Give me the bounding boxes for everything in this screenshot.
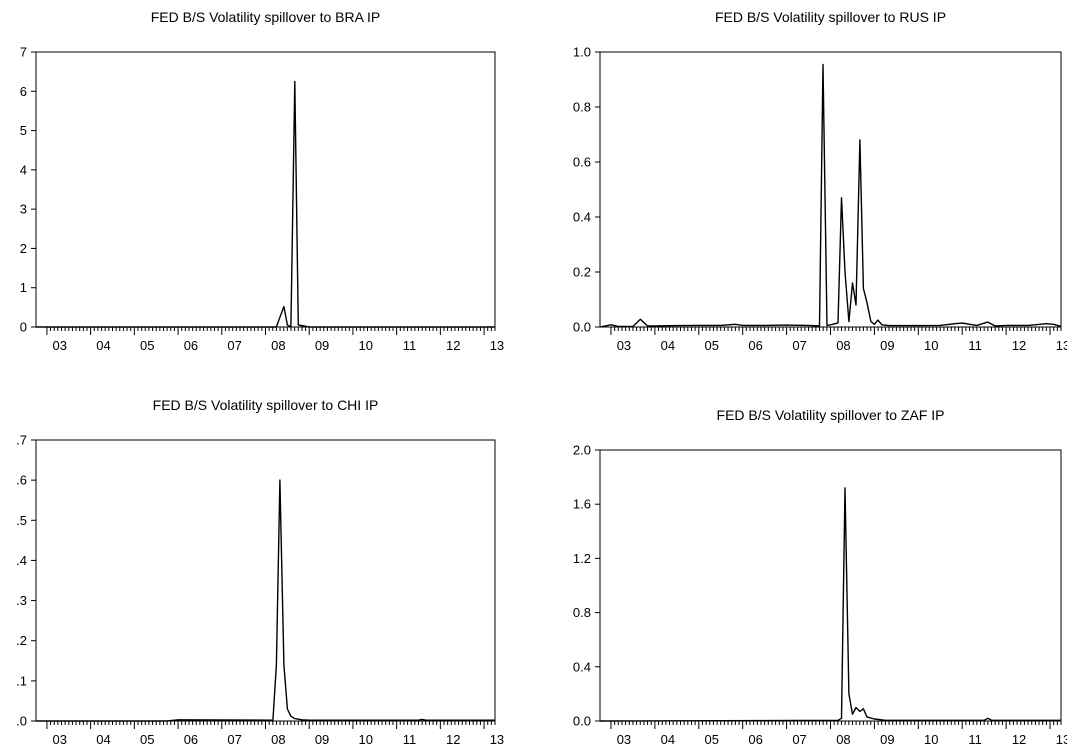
series-line xyxy=(36,479,495,722)
x-tick-label: 06 xyxy=(184,338,198,353)
chart-title: FED B/S Volatility spillover to CHI IP xyxy=(153,397,379,413)
series-line xyxy=(599,487,1061,722)
plot-frame xyxy=(35,439,496,722)
y-tick-label: 6 xyxy=(20,84,27,99)
y-tick-label: 0.6 xyxy=(573,155,591,170)
y-tick-label: .0 xyxy=(16,714,27,729)
x-tick-label: 11 xyxy=(403,338,417,353)
x-tick-label: 05 xyxy=(140,338,154,353)
y-tick-label: 1.0 xyxy=(573,45,591,60)
y-tick-label: 1.2 xyxy=(573,551,591,566)
y-tick-label: 0 xyxy=(20,320,27,335)
y-tick-label: 0.0 xyxy=(573,714,591,729)
x-tick-label: 11 xyxy=(968,338,982,353)
x-tick-label: 10 xyxy=(924,338,938,353)
plot-frame xyxy=(35,51,496,328)
x-tick-label: 12 xyxy=(446,338,460,353)
x-tick-label: 13 xyxy=(1056,732,1067,747)
x-tick-label: 08 xyxy=(271,338,285,353)
x-tick-label: 10 xyxy=(359,338,373,353)
x-tick-label: 07 xyxy=(227,338,241,353)
x-tick-label: 11 xyxy=(968,732,982,747)
x-tick-label: 06 xyxy=(748,338,762,353)
x-tick-label: 03 xyxy=(53,732,67,747)
y-tick-label: 2.0 xyxy=(573,443,591,458)
x-tick-label: 06 xyxy=(748,732,762,747)
y-tick-label: 5 xyxy=(20,123,27,138)
x-tick-label: 06 xyxy=(184,732,198,747)
y-tick-label: 1 xyxy=(20,280,27,295)
x-tick-label: 09 xyxy=(315,732,329,747)
chart-3: FED B/S Volatility spillover to CHI IP .0… xyxy=(16,397,504,747)
y-tick-label: .3 xyxy=(16,593,27,608)
x-tick-label: 10 xyxy=(924,732,938,747)
y-tick-label: 0.0 xyxy=(573,320,591,335)
y-tick-label: 1.6 xyxy=(573,497,591,512)
y-tick-label: .5 xyxy=(16,513,27,528)
chart-1: FED B/S Volatility spillover to BRA IP 0 1… xyxy=(20,9,504,353)
plot-frame xyxy=(599,449,1062,722)
x-tick-label: 08 xyxy=(836,338,850,353)
x-tick-label: 04 xyxy=(661,338,675,353)
x-tick-label: 12 xyxy=(1012,732,1026,747)
x-tick-label: 05 xyxy=(705,732,719,747)
chart-title: FED B/S Volatility spillover to BRA IP xyxy=(151,9,381,25)
y-tick-label: .6 xyxy=(16,473,27,488)
x-tick-label: 13 xyxy=(490,338,504,353)
series-line xyxy=(599,63,1062,328)
plot-frame xyxy=(599,51,1062,328)
x-tick-label: 03 xyxy=(617,338,631,353)
x-tick-label: 09 xyxy=(315,338,329,353)
y-tick-label: 0.4 xyxy=(573,659,591,674)
chart-title: FED B/S Volatility spillover to ZAF IP xyxy=(717,407,945,423)
y-tick-label: .7 xyxy=(16,433,27,448)
x-tick-label: 09 xyxy=(880,338,894,353)
x-tick-label: 10 xyxy=(359,732,373,747)
x-tick-label: 04 xyxy=(96,732,110,747)
y-tick-label: 0.8 xyxy=(573,605,591,620)
y-tick-label: 0.8 xyxy=(573,100,591,115)
x-tick-label: 13 xyxy=(490,732,504,747)
chart-2: FED B/S Volatility spillover to RUS IP 0.… xyxy=(573,9,1067,353)
y-tick-label: .2 xyxy=(16,633,27,648)
chart-4: FED B/S Volatility spillover to ZAF IP 0.… xyxy=(573,407,1067,747)
x-tick-label: 05 xyxy=(705,338,719,353)
x-tick-label: 08 xyxy=(271,732,285,747)
y-tick-label: 7 xyxy=(20,45,27,60)
y-tick-label: 3 xyxy=(20,202,27,217)
x-tick-label: 09 xyxy=(880,732,894,747)
y-tick-label: 0.2 xyxy=(573,265,591,280)
x-tick-label: 05 xyxy=(140,732,154,747)
series-line xyxy=(36,80,495,328)
x-tick-label: 04 xyxy=(96,338,110,353)
x-tick-label: 11 xyxy=(403,732,417,747)
x-tick-label: 12 xyxy=(1012,338,1026,353)
x-tick-label: 03 xyxy=(617,732,631,747)
y-tick-label: 0.4 xyxy=(573,210,591,225)
x-tick-label: 13 xyxy=(1056,338,1067,353)
y-tick-label: 4 xyxy=(20,162,27,177)
x-tick-label: 04 xyxy=(661,732,675,747)
chart-title: FED B/S Volatility spillover to RUS IP xyxy=(715,9,946,25)
x-tick-label: 07 xyxy=(792,732,806,747)
y-tick-label: .1 xyxy=(16,673,27,688)
x-tick-label: 12 xyxy=(446,732,460,747)
x-tick-label: 03 xyxy=(53,338,67,353)
x-tick-label: 08 xyxy=(836,732,850,747)
x-tick-label: 07 xyxy=(792,338,806,353)
x-tick-label: 07 xyxy=(227,732,241,747)
y-tick-label: .4 xyxy=(16,553,27,568)
y-tick-label: 2 xyxy=(20,241,27,256)
